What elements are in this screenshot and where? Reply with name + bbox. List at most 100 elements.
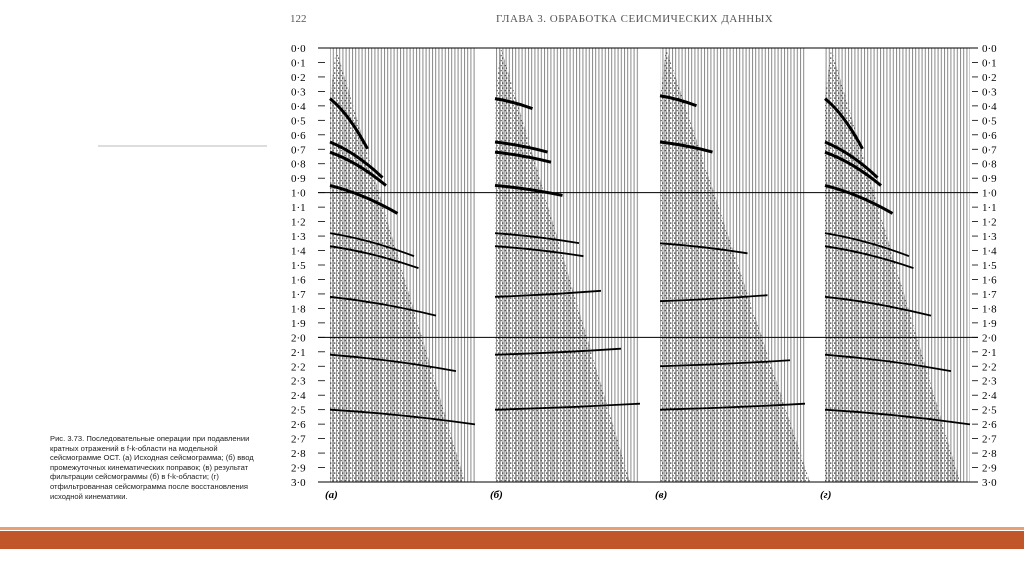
time-label: 0·5 <box>982 115 997 127</box>
time-label: 0·8 <box>291 159 306 171</box>
reflection <box>329 183 399 215</box>
time-label: 0·6 <box>982 130 997 142</box>
reflection <box>659 242 748 255</box>
time-label: 0·4 <box>291 101 306 113</box>
noise-wedge <box>330 48 465 482</box>
panel-label: (г) <box>820 489 831 501</box>
reflection <box>494 347 622 356</box>
reflection <box>659 140 713 154</box>
time-label: 2·0 <box>982 332 997 344</box>
reflection <box>659 94 698 108</box>
panel-label: (а) <box>325 489 338 501</box>
reflection <box>494 245 584 258</box>
time-label: 1·3 <box>291 231 306 243</box>
reflection <box>494 140 548 154</box>
time-label: 1·7 <box>982 289 997 301</box>
reflection <box>824 408 971 426</box>
time-label: 0·9 <box>982 173 997 185</box>
time-label: 1·5 <box>291 260 306 272</box>
time-label: 1·0 <box>982 188 997 200</box>
time-label: 1·8 <box>982 303 997 315</box>
time-label: 1·9 <box>982 318 997 330</box>
time-label: 0·1 <box>291 57 306 69</box>
reflection <box>494 232 580 245</box>
reflection <box>329 150 387 187</box>
time-label: 1·0 <box>291 188 306 200</box>
time-label: 2·6 <box>291 419 306 431</box>
reflection <box>824 353 952 372</box>
time-label: 2·6 <box>982 419 997 431</box>
reflection <box>494 97 534 111</box>
reflection <box>824 140 879 179</box>
reflection <box>824 183 894 215</box>
time-label: 1·7 <box>291 289 306 301</box>
time-label: 0·3 <box>982 86 997 98</box>
footer-band <box>0 531 1024 549</box>
reflection <box>824 97 864 150</box>
running-title: ГЛАВА 3. ОБРАБОТКА СЕЙСМИЧЕСКИХ ДАННЫХ <box>496 13 773 25</box>
time-label: 1·3 <box>982 231 997 243</box>
time-label: 2·1 <box>291 347 306 359</box>
time-label: 2·8 <box>982 448 997 460</box>
reflection <box>329 97 369 150</box>
time-label: 0·1 <box>982 57 997 69</box>
time-label: 0·2 <box>291 72 306 84</box>
time-label: 3·0 <box>291 477 306 489</box>
time-label: 2·9 <box>982 463 997 475</box>
scan-crop <box>0 0 1024 15</box>
time-label: 0·6 <box>291 130 306 142</box>
time-label: 1·5 <box>982 260 997 272</box>
reflection <box>494 289 602 298</box>
reflection <box>824 232 910 258</box>
reflection <box>494 402 641 411</box>
time-label: 1·4 <box>291 246 306 258</box>
time-label: 0·0 <box>982 43 997 55</box>
panel-label: (б) <box>490 489 503 501</box>
reflection <box>329 232 415 258</box>
reflection <box>659 402 806 411</box>
reflection <box>329 245 419 270</box>
time-label: 2·8 <box>291 448 306 460</box>
reflection <box>659 359 791 368</box>
reflection <box>659 294 768 303</box>
time-label: 0·2 <box>982 72 997 84</box>
time-label: 0·7 <box>291 144 306 156</box>
time-label: 2·0 <box>291 332 306 344</box>
reflection <box>824 295 932 317</box>
time-label: 2·4 <box>982 390 997 402</box>
time-label: 1·4 <box>982 246 997 258</box>
time-label: 0·8 <box>982 159 997 171</box>
time-label: 2·1 <box>982 347 997 359</box>
time-label: 0·3 <box>291 86 306 98</box>
time-label: 2·5 <box>982 405 997 417</box>
time-label: 1·2 <box>291 217 306 229</box>
panel-label: (в) <box>655 489 667 501</box>
time-label: 1·1 <box>291 202 306 214</box>
reflection <box>329 295 437 317</box>
time-label: 2·7 <box>982 434 997 446</box>
time-label: 1·8 <box>291 303 306 315</box>
noise-wedge <box>660 48 810 482</box>
time-label: 2·7 <box>291 434 306 446</box>
time-label: 3·0 <box>982 477 997 489</box>
time-label: 2·4 <box>291 390 306 402</box>
time-label: 0·9 <box>291 173 306 185</box>
reflection <box>824 150 882 187</box>
noise-wedge <box>825 48 960 482</box>
time-label: 2·3 <box>982 376 997 388</box>
time-label: 2·5 <box>291 405 306 417</box>
time-label: 0·0 <box>291 43 306 55</box>
time-label: 0·7 <box>982 144 997 156</box>
reflection <box>494 183 563 197</box>
reflection <box>824 245 914 270</box>
time-label: 2·9 <box>291 463 306 475</box>
reflection <box>329 353 457 372</box>
reflection <box>329 140 384 179</box>
time-label: 2·3 <box>291 376 306 388</box>
time-label: 1·6 <box>291 274 306 286</box>
time-label: 0·5 <box>291 115 306 127</box>
accent-line <box>0 527 1024 530</box>
time-label: 2·2 <box>291 361 306 373</box>
